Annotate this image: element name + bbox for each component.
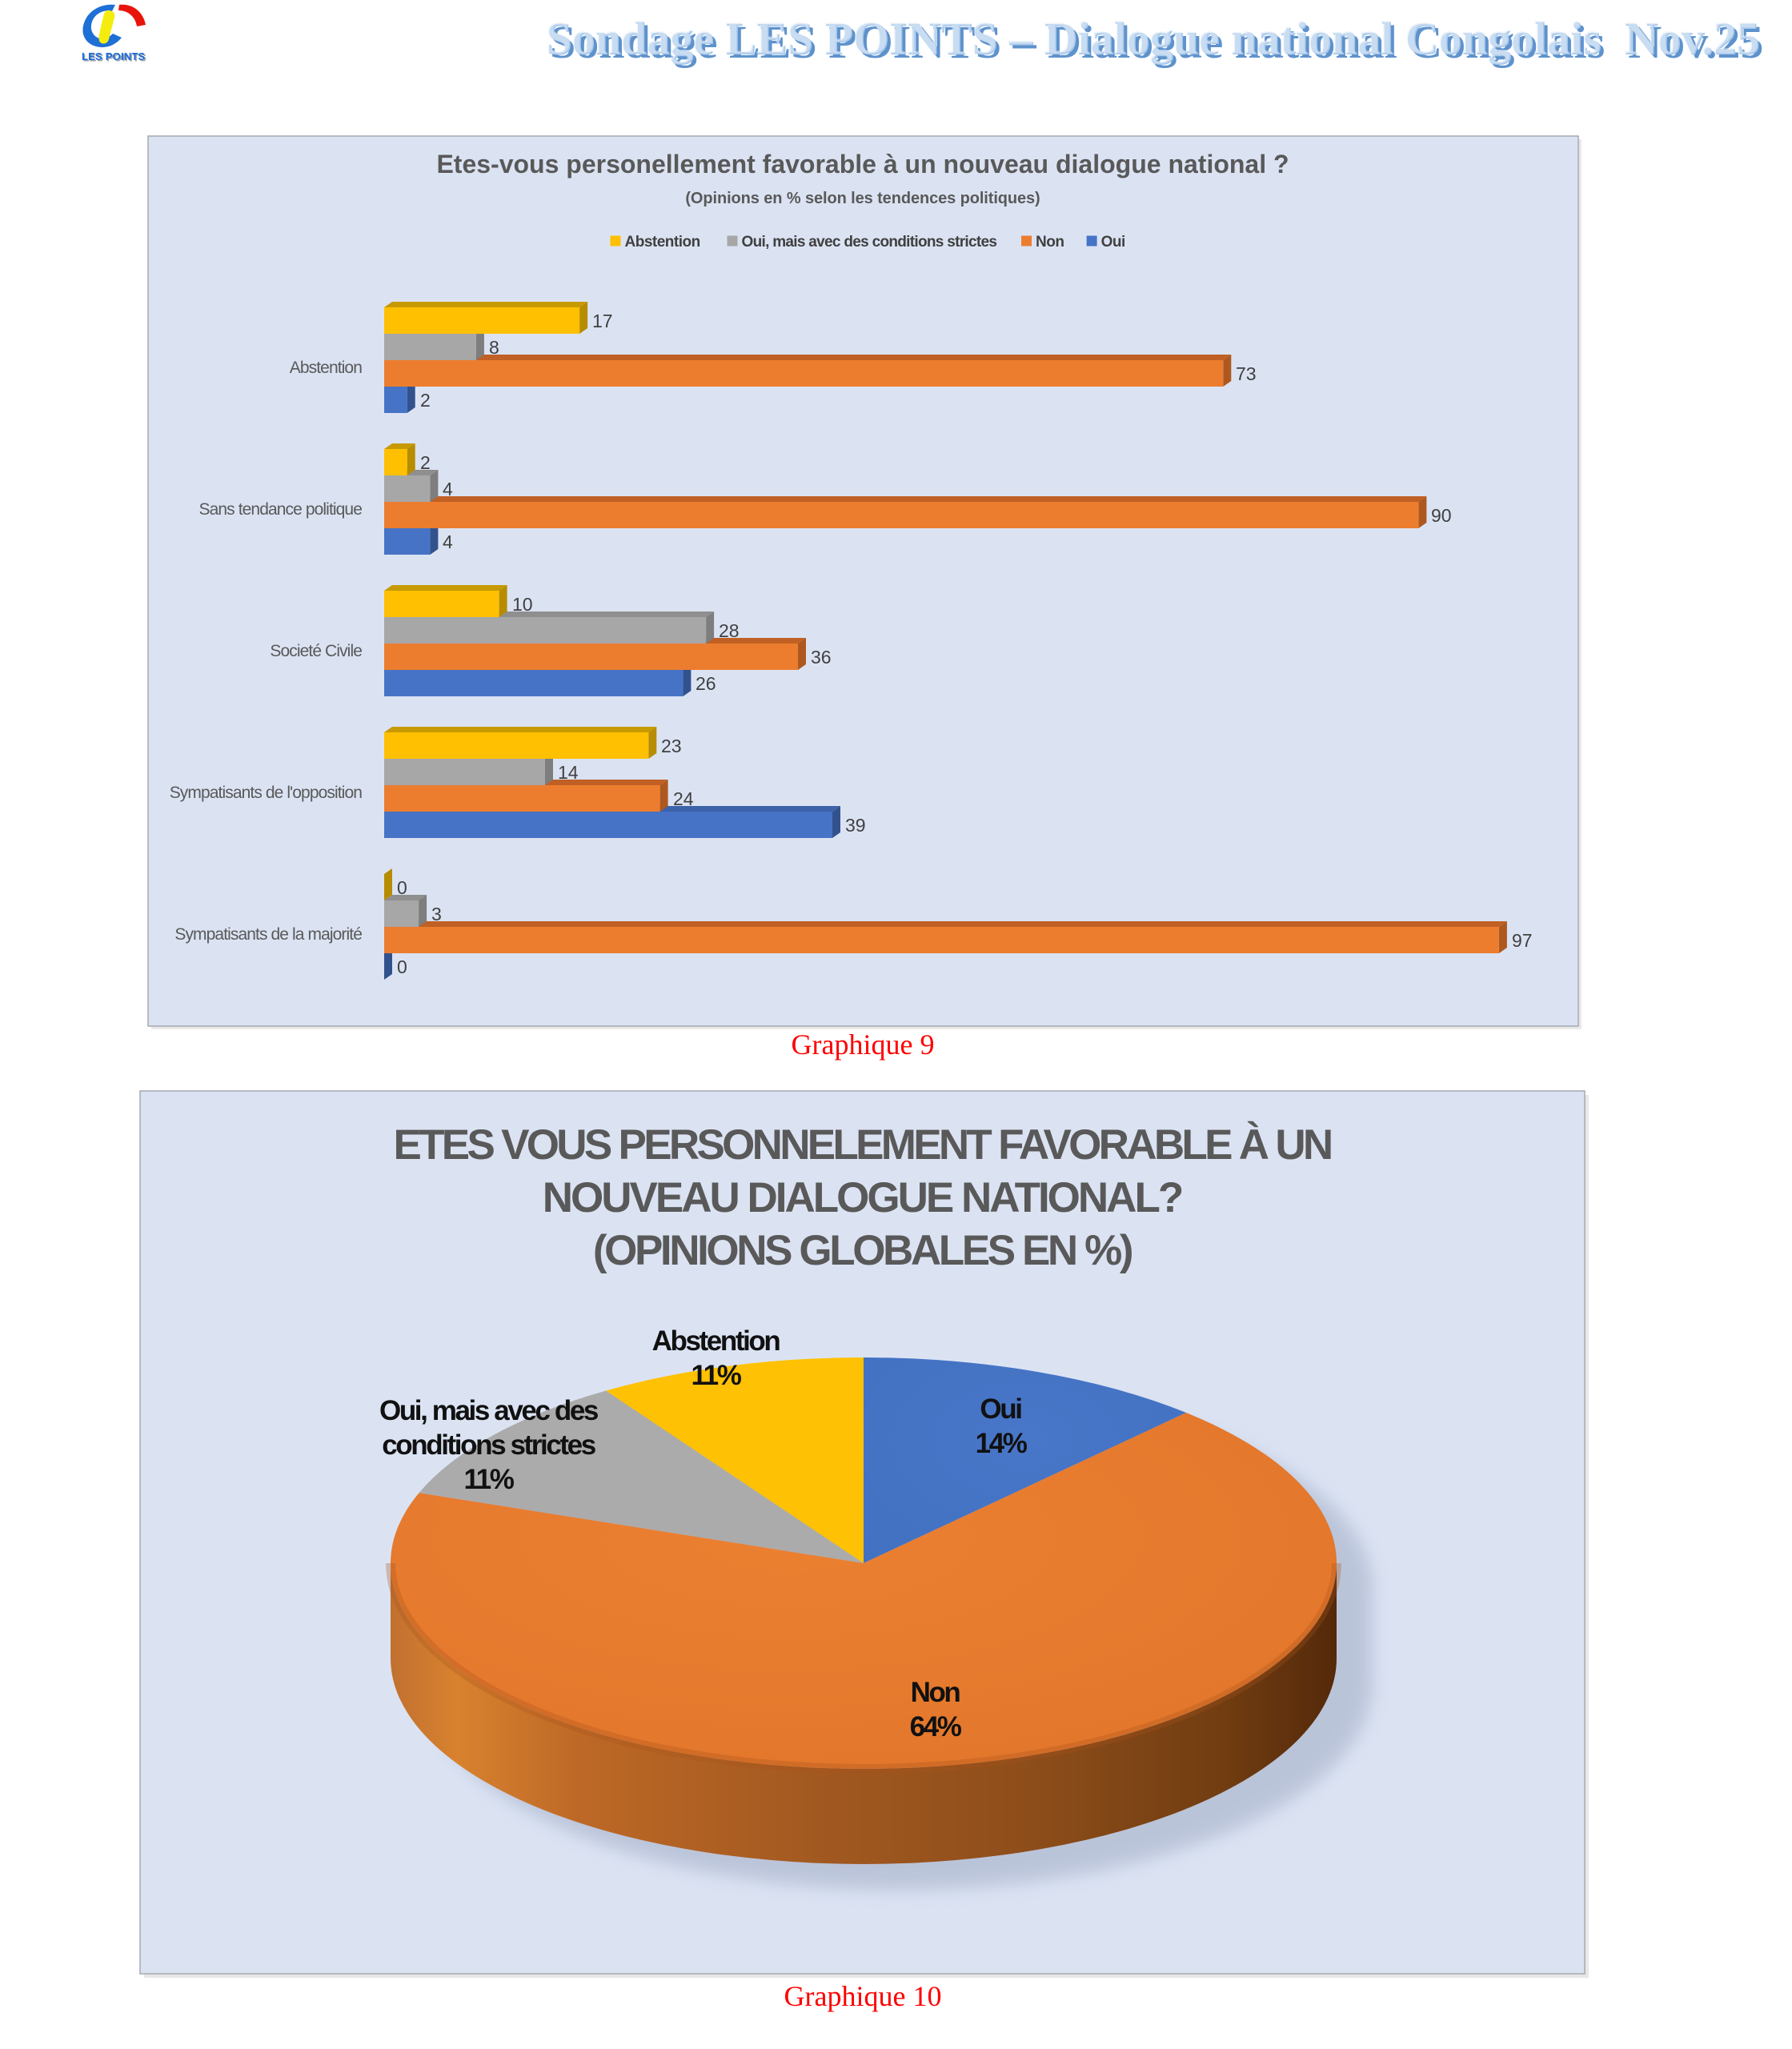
svg-text:28: 28 xyxy=(719,620,740,641)
svg-text:conditions strictes: conditions strictes xyxy=(382,1429,596,1461)
svg-text:2: 2 xyxy=(420,390,431,411)
svg-text:Sympatisants de la majorité: Sympatisants de la majorité xyxy=(174,925,362,944)
svg-text:4: 4 xyxy=(443,531,453,552)
svg-text:Sans tendance politique: Sans tendance politique xyxy=(199,500,363,519)
svg-text:39: 39 xyxy=(845,815,866,836)
svg-text:4: 4 xyxy=(443,479,453,499)
svg-text:Graphique 9: Graphique 9 xyxy=(792,1029,935,1061)
svg-text:0: 0 xyxy=(397,956,407,977)
svg-text:36: 36 xyxy=(811,647,832,668)
svg-text:Non: Non xyxy=(911,1677,960,1708)
svg-text:26: 26 xyxy=(696,673,716,694)
svg-text:LES POINTS: LES POINTS xyxy=(83,52,147,64)
svg-text:Sympatisants de l'opposition: Sympatisants de l'opposition xyxy=(170,784,363,802)
svg-text:23: 23 xyxy=(661,736,682,756)
svg-text:Societé Civile: Societé Civile xyxy=(270,642,362,660)
svg-text:17: 17 xyxy=(592,311,613,331)
svg-text:Abstention: Abstention xyxy=(652,1325,780,1357)
svg-text:24: 24 xyxy=(673,788,694,809)
svg-text:Etes-vous personellement favor: Etes-vous personellement favorable à un … xyxy=(436,150,1289,178)
svg-text:Graphique 10: Graphique 10 xyxy=(784,1980,942,2012)
svg-text:14: 14 xyxy=(558,762,579,783)
svg-text:10: 10 xyxy=(512,594,533,615)
svg-text:Sondage LES POINTS – Dialogue: Sondage LES POINTS – Dialogue national C… xyxy=(547,13,1760,65)
svg-text:Sondage LES POINTS – Dialogue: Sondage LES POINTS – Dialogue national C… xyxy=(546,12,1759,64)
svg-text:0: 0 xyxy=(397,877,407,898)
svg-text:Abstention: Abstention xyxy=(290,359,362,377)
svg-text:Sondage LES POINTS – Dialogue: Sondage LES POINTS – Dialogue national C… xyxy=(550,16,1763,68)
svg-text:3: 3 xyxy=(431,904,442,924)
svg-text:Oui, mais avec des: Oui, mais avec des xyxy=(379,1395,599,1426)
svg-text:97: 97 xyxy=(1512,930,1533,951)
svg-text:NOUVEAU DIALOGUE NATIONAL?: NOUVEAU DIALOGUE NATIONAL? xyxy=(543,1174,1182,1221)
svg-text:(Opinions en % selon les tende: (Opinions en % selon les tendences polit… xyxy=(685,190,1040,207)
svg-text:2: 2 xyxy=(420,452,431,473)
svg-text:73: 73 xyxy=(1236,363,1257,384)
svg-text:Oui: Oui xyxy=(1101,234,1125,251)
svg-text:14%: 14% xyxy=(976,1428,1028,1459)
svg-text:Abstention: Abstention xyxy=(625,234,700,251)
svg-text:LES POINTS: LES POINTS xyxy=(82,50,146,62)
svg-text:ETES VOUS PERSONNELEMENT FAVOR: ETES VOUS PERSONNELEMENT FAVORABLE À UN xyxy=(393,1121,1330,1169)
svg-text:8: 8 xyxy=(489,337,499,358)
svg-text:11%: 11% xyxy=(464,1464,515,1495)
svg-text:Non: Non xyxy=(1036,234,1064,251)
svg-text:11%: 11% xyxy=(692,1360,742,1391)
svg-text:90: 90 xyxy=(1431,505,1452,526)
svg-text:64%: 64% xyxy=(910,1711,962,1742)
svg-text:Oui, mais avec des conditions: Oui, mais avec des conditions strictes xyxy=(742,234,997,251)
svg-text:(OPINIONS GLOBALES EN %): (OPINIONS GLOBALES EN %) xyxy=(593,1227,1133,1274)
svg-text:Oui: Oui xyxy=(980,1393,1021,1425)
